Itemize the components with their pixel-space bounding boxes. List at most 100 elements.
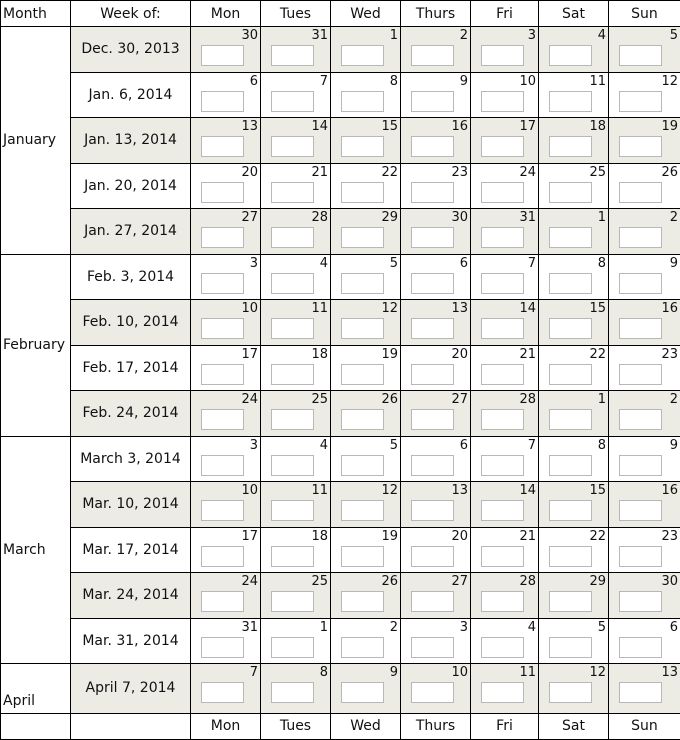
day-input[interactable] [619, 455, 662, 476]
day-input[interactable] [619, 182, 662, 203]
day-input[interactable] [271, 455, 314, 476]
day-input[interactable] [271, 546, 314, 567]
day-input[interactable] [411, 546, 454, 567]
day-input[interactable] [201, 682, 244, 703]
day-input[interactable] [341, 182, 384, 203]
day-input[interactable] [549, 455, 592, 476]
day-input[interactable] [201, 637, 244, 658]
day-input[interactable] [481, 682, 524, 703]
day-input[interactable] [271, 227, 314, 248]
day-input[interactable] [271, 182, 314, 203]
day-input[interactable] [619, 682, 662, 703]
day-input[interactable] [481, 227, 524, 248]
day-input[interactable] [271, 637, 314, 658]
day-input[interactable] [271, 91, 314, 112]
day-input[interactable] [549, 227, 592, 248]
day-input[interactable] [201, 182, 244, 203]
day-input[interactable] [549, 182, 592, 203]
day-input[interactable] [201, 45, 244, 66]
day-input[interactable] [549, 409, 592, 430]
day-input[interactable] [341, 227, 384, 248]
day-input[interactable] [549, 45, 592, 66]
day-input[interactable] [201, 318, 244, 339]
day-input[interactable] [481, 318, 524, 339]
day-input[interactable] [411, 682, 454, 703]
day-input[interactable] [619, 273, 662, 294]
day-input[interactable] [341, 591, 384, 612]
day-input[interactable] [271, 318, 314, 339]
day-input[interactable] [271, 682, 314, 703]
day-input[interactable] [411, 591, 454, 612]
day-input[interactable] [411, 364, 454, 385]
day-input[interactable] [411, 637, 454, 658]
day-input[interactable] [411, 318, 454, 339]
day-input[interactable] [341, 364, 384, 385]
day-input[interactable] [481, 591, 524, 612]
day-input[interactable] [201, 500, 244, 521]
day-input[interactable] [481, 136, 524, 157]
day-input[interactable] [411, 455, 454, 476]
day-input[interactable] [481, 182, 524, 203]
day-input[interactable] [201, 364, 244, 385]
day-input[interactable] [549, 546, 592, 567]
day-input[interactable] [411, 136, 454, 157]
day-input[interactable] [549, 91, 592, 112]
day-input[interactable] [619, 364, 662, 385]
day-input[interactable] [271, 136, 314, 157]
day-input[interactable] [341, 273, 384, 294]
day-input[interactable] [481, 364, 524, 385]
day-input[interactable] [411, 91, 454, 112]
day-input[interactable] [481, 455, 524, 476]
day-input[interactable] [271, 273, 314, 294]
day-input[interactable] [411, 227, 454, 248]
day-input[interactable] [481, 45, 524, 66]
day-input[interactable] [549, 682, 592, 703]
day-input[interactable] [481, 546, 524, 567]
day-input[interactable] [341, 45, 384, 66]
day-input[interactable] [201, 546, 244, 567]
day-input[interactable] [619, 500, 662, 521]
day-input[interactable] [271, 591, 314, 612]
day-input[interactable] [341, 682, 384, 703]
day-input[interactable] [619, 591, 662, 612]
day-input[interactable] [549, 136, 592, 157]
day-input[interactable] [271, 364, 314, 385]
day-input[interactable] [201, 409, 244, 430]
day-input[interactable] [549, 364, 592, 385]
day-input[interactable] [271, 409, 314, 430]
day-input[interactable] [201, 91, 244, 112]
day-input[interactable] [481, 500, 524, 521]
day-input[interactable] [549, 318, 592, 339]
day-input[interactable] [411, 182, 454, 203]
day-input[interactable] [619, 546, 662, 567]
day-input[interactable] [341, 136, 384, 157]
day-input[interactable] [271, 45, 314, 66]
day-input[interactable] [341, 455, 384, 476]
day-input[interactable] [201, 227, 244, 248]
day-input[interactable] [341, 500, 384, 521]
day-input[interactable] [549, 591, 592, 612]
day-input[interactable] [481, 409, 524, 430]
day-input[interactable] [341, 637, 384, 658]
day-input[interactable] [201, 591, 244, 612]
day-input[interactable] [549, 273, 592, 294]
day-input[interactable] [341, 91, 384, 112]
day-input[interactable] [619, 637, 662, 658]
day-input[interactable] [619, 136, 662, 157]
day-input[interactable] [619, 409, 662, 430]
day-input[interactable] [481, 637, 524, 658]
day-input[interactable] [411, 409, 454, 430]
day-input[interactable] [201, 273, 244, 294]
day-input[interactable] [411, 45, 454, 66]
day-input[interactable] [341, 318, 384, 339]
day-input[interactable] [549, 500, 592, 521]
day-input[interactable] [619, 318, 662, 339]
day-input[interactable] [341, 546, 384, 567]
day-input[interactable] [201, 455, 244, 476]
day-input[interactable] [411, 273, 454, 294]
day-input[interactable] [619, 45, 662, 66]
day-input[interactable] [481, 273, 524, 294]
day-input[interactable] [201, 136, 244, 157]
day-input[interactable] [481, 91, 524, 112]
day-input[interactable] [411, 500, 454, 521]
